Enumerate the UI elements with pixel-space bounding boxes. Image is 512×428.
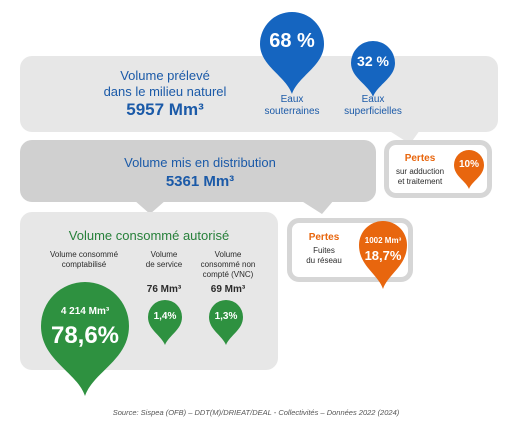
panel-distribution-pointer-left: [134, 200, 166, 214]
vnc-volume: 69 Mm³: [210, 284, 246, 295]
superficielles-percent: 32 %: [357, 53, 389, 69]
comptabilise-label: Volume consommé comptabilisé: [36, 250, 132, 270]
pertes-reseau-desc-line1: Fuites: [313, 246, 335, 255]
vnc-label-line3: compté (VNC): [202, 270, 254, 279]
vnc-drop: 1,3%: [207, 298, 245, 346]
pertes-reseau-percent: 18,7%: [364, 248, 402, 263]
pertes-reseau-drop: 1002 Mm³ 18,7%: [356, 218, 410, 290]
pertes-adduction-desc-line1: sur adduction: [395, 167, 445, 176]
panel-distribution-pointer-right: [300, 200, 334, 214]
consomme-title: Volume consommé autorisé: [68, 228, 230, 243]
panel-volume-preleve: [20, 56, 498, 132]
pertes-reseau-desc-line2: du réseau: [306, 256, 342, 265]
panel-volume-distribution: [20, 140, 376, 202]
vnc-label-line1: Volume: [214, 250, 242, 259]
comptabilise-label-line2: comptabilisé: [61, 260, 107, 269]
preleve-label-line1: Volume prélevé: [120, 68, 210, 83]
distribution-value: 5361 Mm³: [165, 173, 235, 190]
pertes-adduction-desc: sur adduction et traitement: [388, 167, 452, 187]
comptabilise-drop: 4 214 Mm³ 78,6%: [37, 280, 133, 398]
preleve-label: Volume prélevé dans le milieu naturel: [85, 68, 245, 100]
service-volume: 76 Mm³: [146, 284, 182, 295]
pertes-reseau-volume: 1002 Mm³: [364, 236, 402, 245]
service-drop: 1,4%: [146, 298, 184, 346]
souterraines-drop: 68 %: [256, 10, 328, 96]
superficielles-label-line1: Eaux: [361, 94, 385, 105]
distribution-label: Volume mis en distribution: [124, 155, 276, 170]
pertes-adduction-title: Pertes: [404, 153, 436, 164]
service-percent: 1,4%: [153, 311, 177, 322]
souterraines-label-line1: Eaux: [280, 94, 304, 105]
pertes-adduction-drop: 10%: [452, 148, 486, 190]
preleve-label-line2: dans le milieu naturel: [103, 84, 227, 99]
vnc-label-line2: consommé non: [200, 260, 256, 269]
preleve-value: 5957 Mm³: [126, 100, 204, 119]
pertes-reseau-desc: Fuites du réseau: [296, 246, 352, 266]
service-label-line1: Volume: [150, 250, 178, 259]
source-note: Source: Sispea (OFB) – DDT(M)/DRIEAT/DEA…: [112, 408, 400, 417]
service-label: Volume de service: [136, 250, 192, 270]
comptabilise-label-line1: Volume consommé: [49, 250, 119, 259]
souterraines-label-line2: souterraines: [264, 106, 320, 117]
service-label-line2: de service: [145, 260, 183, 269]
pertes-adduction-desc-line2: et traitement: [397, 177, 443, 186]
comptabilise-volume: 4 214 Mm³: [60, 306, 110, 317]
superficielles-label-line2: superficielles: [344, 106, 402, 117]
pertes-adduction-percent: 10%: [458, 159, 479, 170]
vnc-percent: 1,3%: [214, 311, 238, 322]
vnc-label: Volume consommé non compté (VNC): [194, 250, 262, 280]
pertes-reseau-title: Pertes: [308, 232, 340, 243]
superficielles-drop: 32 %: [348, 40, 398, 98]
souterraines-percent: 68 %: [269, 30, 315, 52]
comptabilise-percent: 78,6%: [50, 322, 120, 349]
superficielles-label: Eaux superficielles: [332, 94, 414, 118]
souterraines-label: Eaux souterraines: [252, 94, 332, 118]
